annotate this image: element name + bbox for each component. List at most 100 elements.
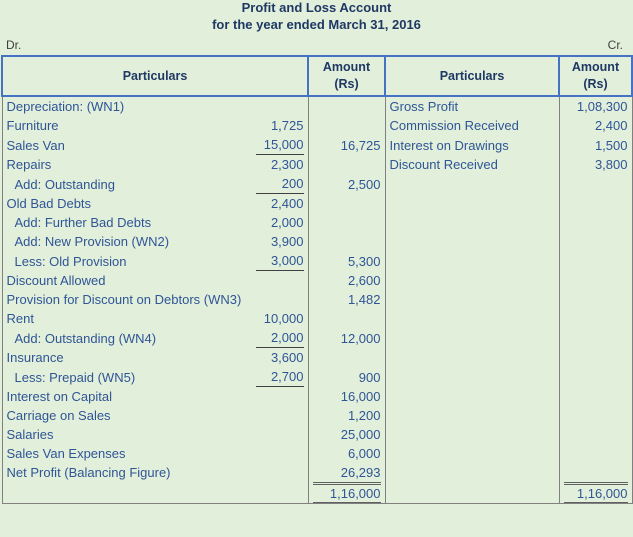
cell xyxy=(307,232,385,251)
cell: Less: Prepaid (WN5) xyxy=(1,367,252,387)
table-body: Depreciation: (WN1) Gross Profit 1,08,300 F… xyxy=(1,96,633,504)
cell: 25,000 xyxy=(307,425,385,444)
cell xyxy=(558,348,633,367)
row: Furniture 1,725 Commission Received 2,400 xyxy=(1,116,633,135)
particular: Rent xyxy=(6,311,34,326)
cell: 26,293 xyxy=(307,463,385,482)
cell: Provision for Discount on Debtors (WN3) xyxy=(1,290,252,309)
particular: Interest on Capital xyxy=(6,389,113,404)
sub-amount: 3,900 xyxy=(270,234,304,249)
particular: Carriage on Sales xyxy=(6,408,111,423)
cell xyxy=(252,271,308,290)
sub-amount: 10,000 xyxy=(263,311,304,326)
cell xyxy=(384,406,559,425)
cell: 2,700 xyxy=(252,367,308,387)
amount: 1,482 xyxy=(347,292,381,307)
row: Add: Outstanding 200 2,500 xyxy=(1,174,633,194)
cell: Sales Van xyxy=(1,135,252,155)
cell xyxy=(252,290,308,309)
cell xyxy=(384,309,559,328)
cell: 2,000 xyxy=(252,213,308,232)
cell xyxy=(558,251,633,271)
cell: 200 xyxy=(252,174,308,194)
cell: Rent xyxy=(1,309,252,328)
cell xyxy=(307,194,385,213)
row: Repairs 2,300 Discount Received 3,800 xyxy=(1,155,633,174)
particular: Discount Allowed xyxy=(6,273,106,288)
sub-amount: 2,700 xyxy=(256,368,304,387)
particular: Furniture xyxy=(6,118,59,133)
cell xyxy=(558,463,633,482)
column-header: Amount (Rs) xyxy=(558,55,633,97)
amount: 1,08,300 xyxy=(576,99,628,114)
particular: Old Bad Debts xyxy=(6,196,92,211)
row: Carriage on Sales 1,200 xyxy=(1,406,633,425)
sub-amount: 2,000 xyxy=(256,329,304,348)
particular: Repairs xyxy=(6,157,52,172)
cell: 2,500 xyxy=(307,174,385,194)
row: Depreciation: (WN1) Gross Profit 1,08,300 xyxy=(1,96,633,116)
amount: 12,000 xyxy=(340,330,381,346)
header-row: Particulars Amount (Rs) Particulars Amoun… xyxy=(1,55,633,97)
sub-amount: 200 xyxy=(256,175,304,194)
cell: 1,200 xyxy=(307,406,385,425)
row: Insurance 3,600 xyxy=(1,348,633,367)
cell xyxy=(384,271,559,290)
cell xyxy=(558,290,633,309)
particular: Add: Outstanding (WN4) xyxy=(14,330,157,346)
cell xyxy=(384,348,559,367)
cell: 15,000 xyxy=(252,135,308,155)
row: Provision for Discount on Debtors (WN3) 1… xyxy=(1,290,633,309)
cell xyxy=(252,406,308,425)
cell xyxy=(384,425,559,444)
cell: 16,000 xyxy=(307,387,385,406)
sub-amount: 2,300 xyxy=(270,157,304,172)
cell: 3,600 xyxy=(252,348,308,367)
cell xyxy=(384,232,559,251)
cell: Add: Further Bad Debts xyxy=(1,213,252,232)
header-line: (Rs) xyxy=(334,77,359,91)
sub-amount: 2,000 xyxy=(270,215,304,230)
column-header: Particulars xyxy=(1,55,309,97)
sub-amount: 2,400 xyxy=(270,196,304,211)
cell: 12,000 xyxy=(307,328,385,348)
cell xyxy=(307,116,385,135)
row: Discount Allowed 2,600 xyxy=(1,271,633,290)
particular: Less: Prepaid (WN5) xyxy=(14,369,136,385)
cell xyxy=(384,194,559,213)
row: Net Profit (Balancing Figure) 26,293 xyxy=(1,463,633,482)
cell xyxy=(384,463,559,482)
cell xyxy=(384,367,559,387)
amount: 25,000 xyxy=(340,427,381,442)
cr-label: Cr. xyxy=(607,38,623,52)
row: Add: Outstanding (WN4) 2,000 12,000 xyxy=(1,328,633,348)
subtitle: for the year ended March 31, 2016 xyxy=(212,17,421,32)
sub-amount: 1,725 xyxy=(270,118,304,133)
cell: 3,000 xyxy=(252,251,308,271)
column-header: Amount (Rs) xyxy=(307,55,386,97)
cell: 1,725 xyxy=(252,116,308,135)
cell xyxy=(384,328,559,348)
row: Rent 10,000 xyxy=(1,309,633,328)
cell xyxy=(558,213,633,232)
cell xyxy=(384,444,559,463)
amount: 26,293 xyxy=(340,465,381,480)
cell xyxy=(252,425,308,444)
title: Profit and Loss Account xyxy=(241,0,392,15)
sub-amount: 15,000 xyxy=(256,136,304,155)
amount: 5,300 xyxy=(347,253,381,269)
cell xyxy=(307,155,385,174)
cell xyxy=(558,174,633,194)
cell xyxy=(558,232,633,251)
cell xyxy=(252,387,308,406)
amount: 16,000 xyxy=(340,389,381,404)
cell: 3,800 xyxy=(558,155,633,174)
cell xyxy=(252,482,308,504)
cell: Furniture xyxy=(1,116,252,135)
cell: Sales Van Expenses xyxy=(1,444,252,463)
cell xyxy=(384,174,559,194)
row: Old Bad Debts 2,400 xyxy=(1,194,633,213)
cell: 2,000 xyxy=(252,328,308,348)
cell: Gross Profit xyxy=(384,96,559,116)
